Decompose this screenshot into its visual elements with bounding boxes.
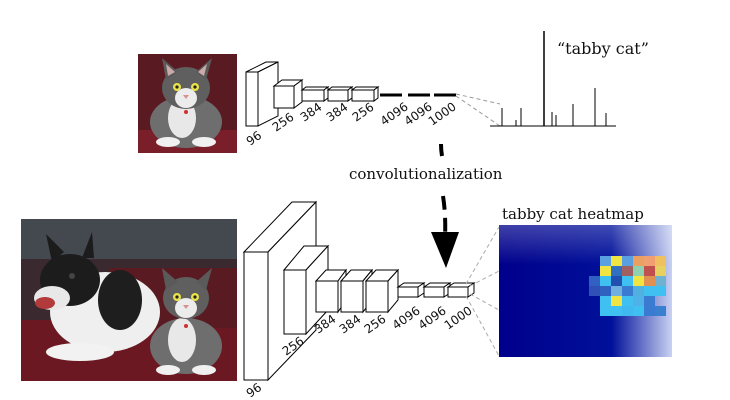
top-network-layers bbox=[245, 61, 380, 127]
transition-label: convolutionalization bbox=[349, 165, 503, 183]
bottom-output-connectors bbox=[465, 226, 500, 357]
top-layer-256-b bbox=[350, 86, 380, 102]
bottom-label-1000: 1000 bbox=[442, 303, 475, 332]
bottom-layer-1000 bbox=[446, 282, 476, 298]
bottom-layer-256-b bbox=[364, 268, 400, 314]
top-layer-384-b bbox=[326, 86, 354, 102]
bottom-output-label: tabby cat heatmap bbox=[502, 205, 644, 223]
top-input-image bbox=[138, 54, 237, 153]
heatmap-cells bbox=[589, 256, 666, 316]
bottom-label-256b: 256 bbox=[362, 312, 389, 337]
class-score-bars bbox=[490, 31, 616, 127]
top-label-96: 96 bbox=[244, 128, 265, 148]
convolutionalization-arrow bbox=[431, 143, 459, 268]
top-output-label: “tabby cat” bbox=[557, 39, 649, 58]
bottom-layer-4096-a bbox=[396, 282, 426, 298]
top-label-256b: 256 bbox=[350, 100, 377, 125]
top-layer-96 bbox=[245, 61, 279, 127]
top-label-384a: 384 bbox=[298, 100, 325, 125]
bottom-label-4096a: 4096 bbox=[390, 303, 423, 332]
bottom-input-image bbox=[21, 219, 237, 381]
top-output-connectors bbox=[455, 93, 501, 127]
top-layer-256 bbox=[272, 79, 304, 109]
bottom-label-384b: 384 bbox=[337, 312, 364, 337]
bottom-layer-384-a bbox=[314, 268, 347, 314]
top-label-1000: 1000 bbox=[426, 99, 459, 128]
bottom-network-layers bbox=[242, 200, 476, 382]
bottom-label-96: 96 bbox=[244, 380, 265, 400]
bottom-layer-4096-b bbox=[422, 282, 452, 298]
top-layer-384-a bbox=[300, 86, 330, 102]
bottom-label-4096b: 4096 bbox=[416, 303, 449, 332]
top-label-384b: 384 bbox=[324, 100, 351, 125]
tabby-cat-heatmap bbox=[499, 225, 672, 357]
